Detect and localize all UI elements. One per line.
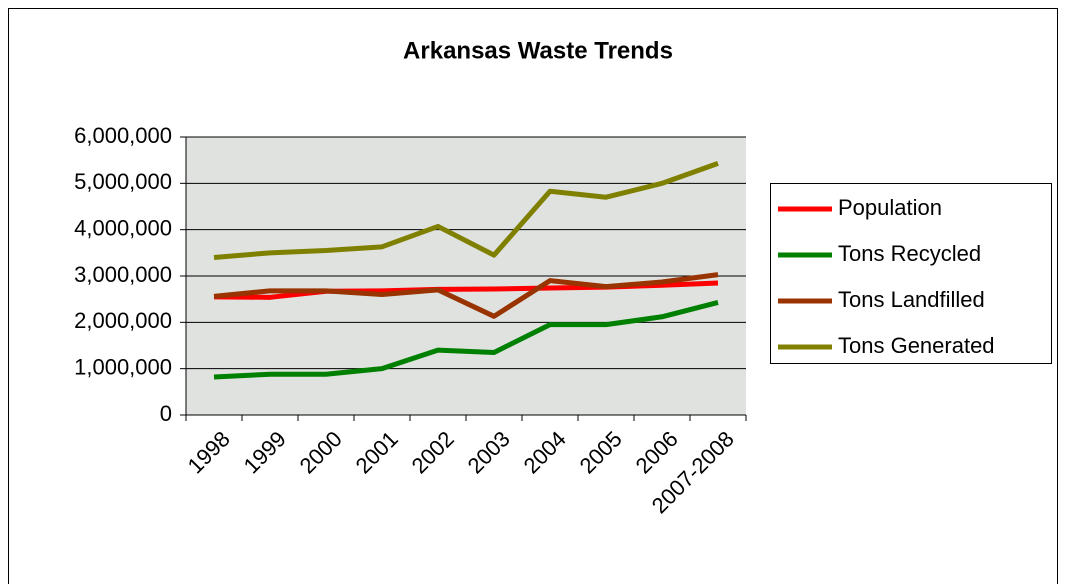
series-line <box>213 299 719 380</box>
chart-title: Arkansas Waste Trends <box>403 37 673 64</box>
legend-label: Tons Generated <box>838 333 995 358</box>
y-tick-label: 6,000,000 <box>74 123 172 148</box>
y-tick-label: 1,000,000 <box>74 354 172 379</box>
series-line <box>213 161 719 260</box>
legend-label: Tons Recycled <box>838 241 981 266</box>
y-tick-label: 5,000,000 <box>74 169 172 194</box>
y-tick-label: 0 <box>160 401 172 426</box>
y-tick-label: 3,000,000 <box>74 262 172 287</box>
legend-label: Population <box>838 195 942 220</box>
legend-box <box>770 183 1052 364</box>
y-tick-label: 2,000,000 <box>74 308 172 333</box>
series-line <box>213 272 719 319</box>
y-tick-label: 4,000,000 <box>74 215 172 240</box>
legend-label: Tons Landfilled <box>838 287 985 312</box>
